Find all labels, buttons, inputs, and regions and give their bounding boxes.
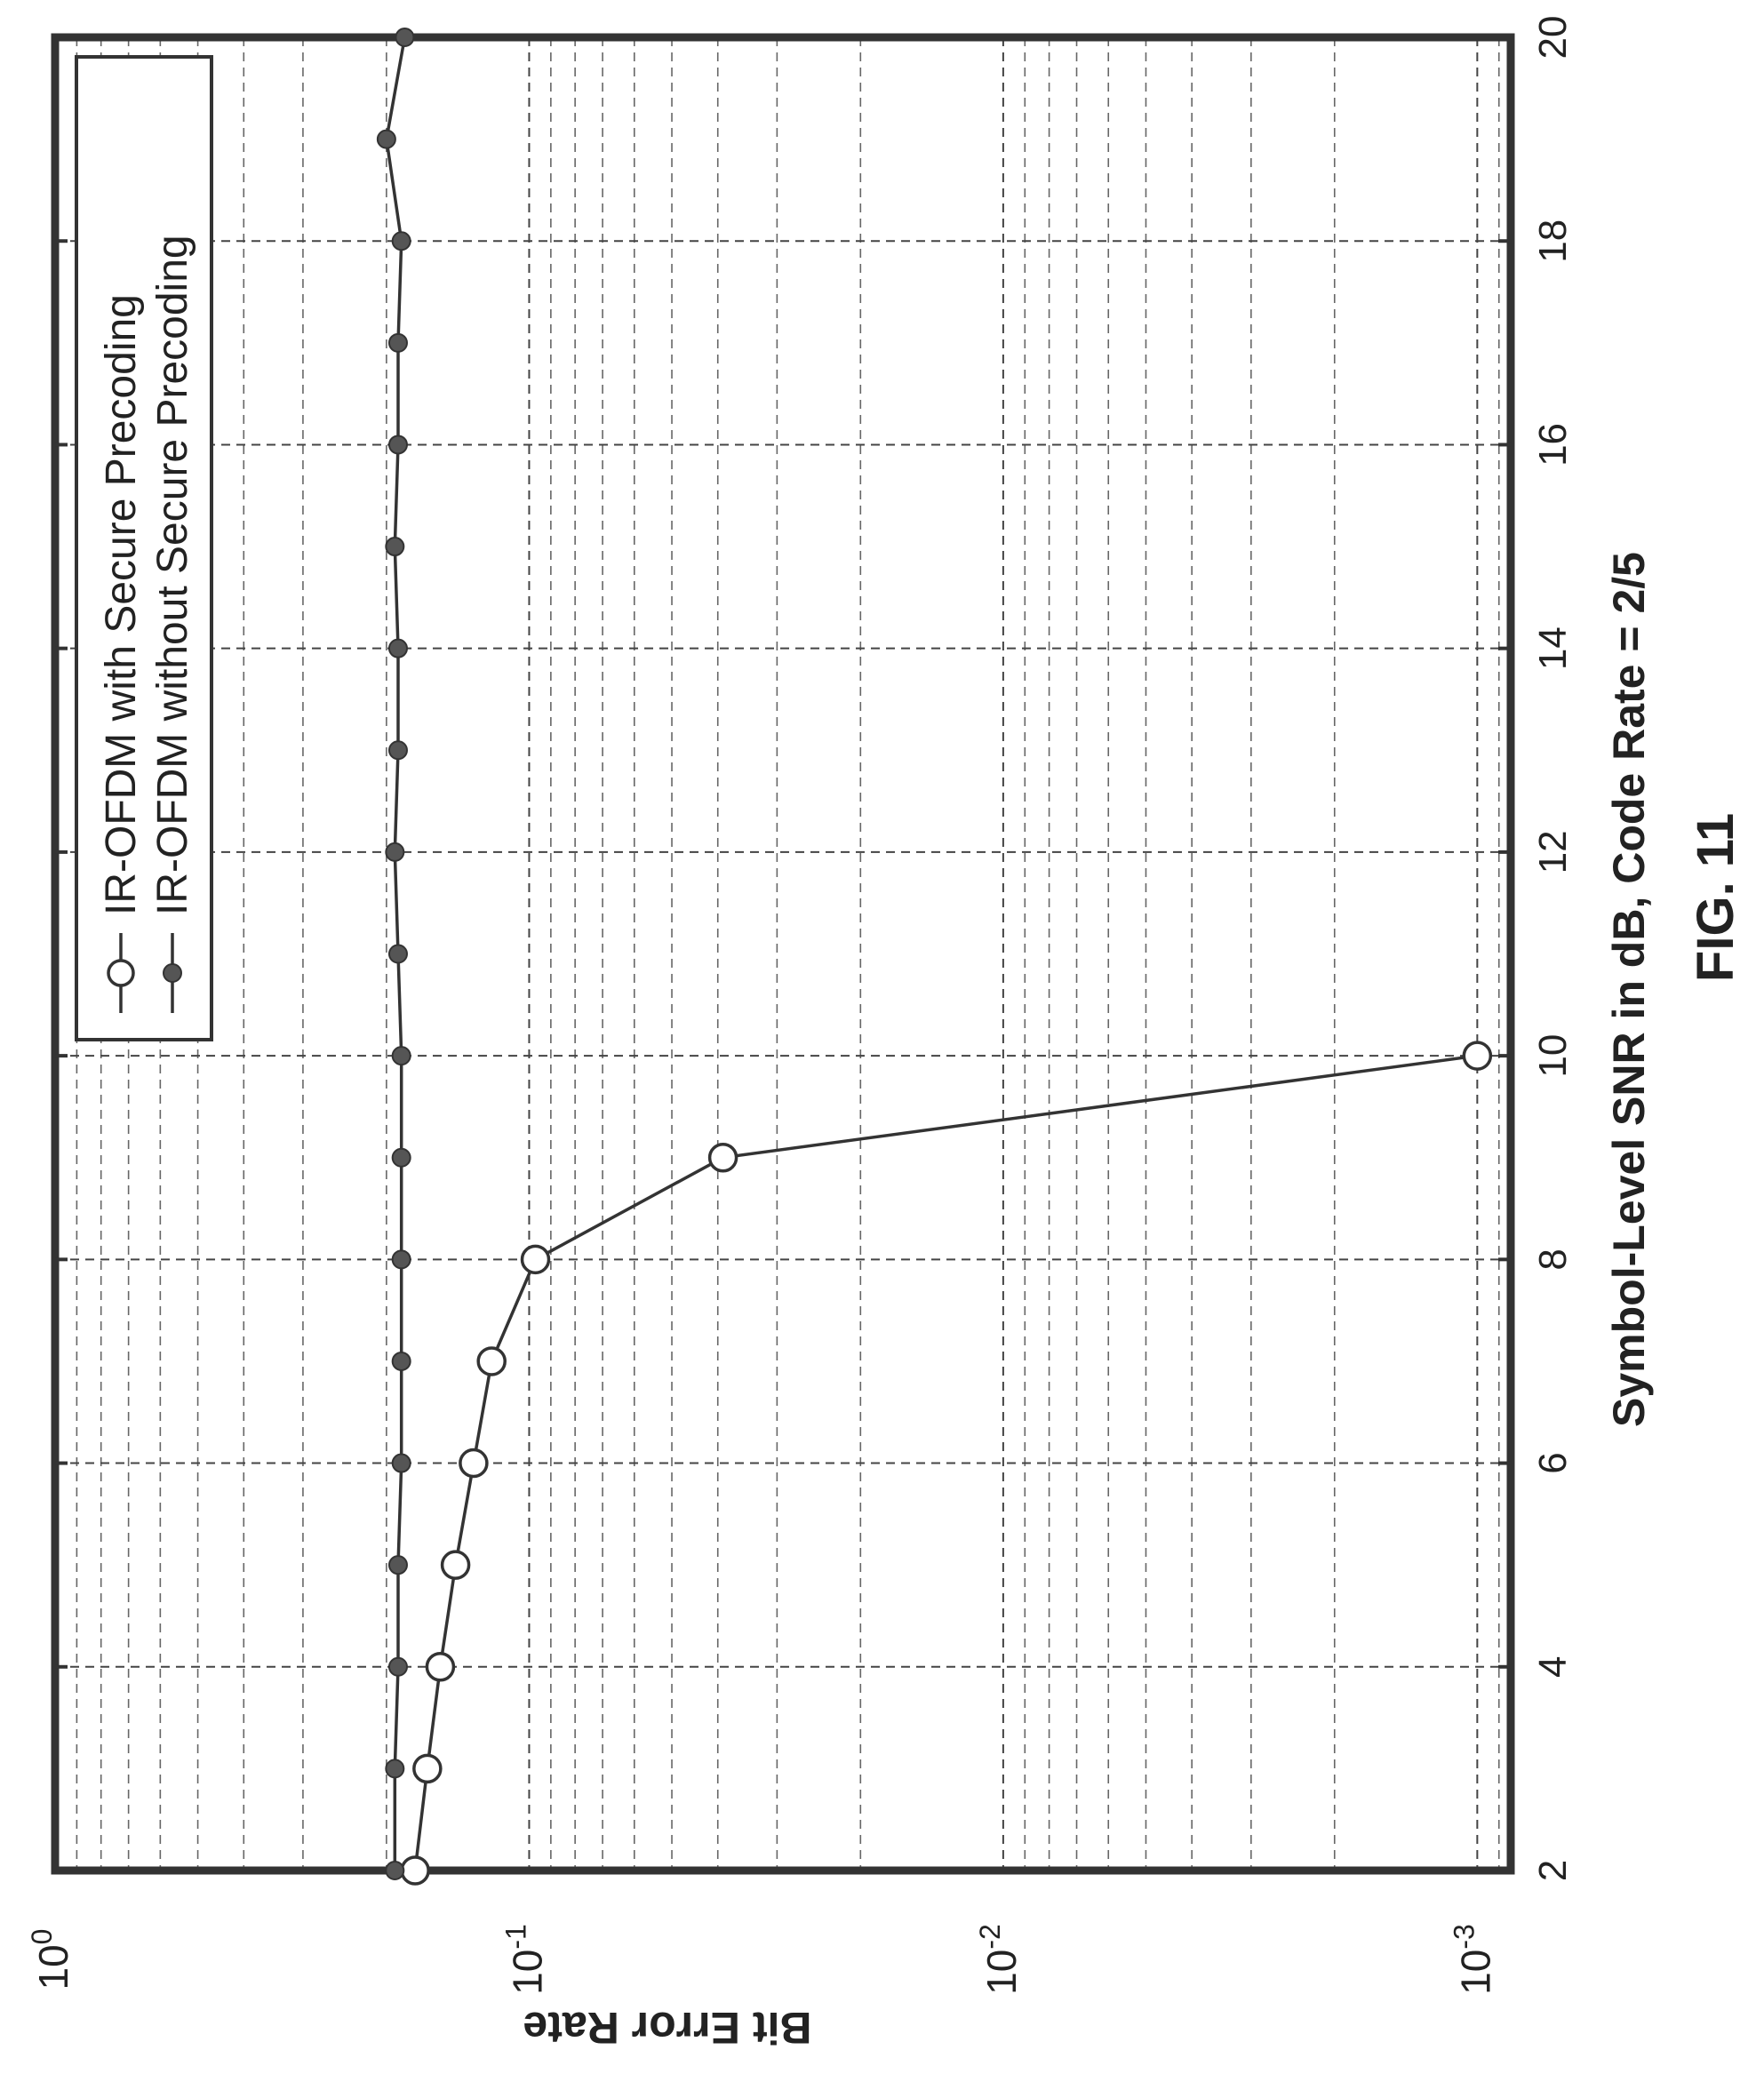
legend-entry-group: IR-OFDM without Secure Precoding bbox=[149, 235, 196, 915]
open-circle-marker bbox=[476, 1346, 507, 1376]
x-tick-label-group: 18 bbox=[1531, 219, 1575, 263]
open-circle-marker bbox=[459, 1448, 489, 1479]
x-tick-label: 8 bbox=[1531, 1248, 1575, 1270]
y-tick-label-group: 10-1 bbox=[499, 1924, 550, 1995]
filled-circle-marker bbox=[385, 1861, 405, 1880]
y-tick-label: 10-3 bbox=[1448, 1924, 1498, 1995]
x-tick-label: 4 bbox=[1531, 1656, 1575, 1678]
legend-filled-circle-marker bbox=[163, 963, 182, 983]
legend-entry-label: IR-OFDM without Secure Precoding bbox=[149, 235, 196, 915]
x-tick-label-group: 4 bbox=[1531, 1656, 1575, 1678]
filled-circle-marker bbox=[387, 638, 408, 658]
y-tick-exponent: -3 bbox=[1448, 1924, 1480, 1949]
y-tick-label-group: 10-2 bbox=[974, 1924, 1025, 1995]
x-tick-label: 2 bbox=[1531, 1860, 1575, 1881]
filled-circle-marker bbox=[387, 944, 408, 964]
open-circle-marker bbox=[425, 1652, 456, 1682]
filled-circle-marker bbox=[376, 129, 396, 149]
filled-circle-marker bbox=[391, 1147, 411, 1168]
filled-circle-marker bbox=[391, 1046, 411, 1066]
filled-circle-marker bbox=[387, 435, 408, 455]
y-tick-label: 10-2 bbox=[974, 1924, 1025, 1995]
open-circle-marker bbox=[412, 1753, 443, 1784]
open-circle-marker bbox=[1462, 1041, 1493, 1071]
x-tick-label: 20 bbox=[1531, 16, 1575, 60]
filled-circle-marker bbox=[395, 28, 415, 47]
filled-circle-marker bbox=[387, 1555, 408, 1575]
x-tick-label-group: 12 bbox=[1531, 830, 1575, 873]
legend-entry-group: IR-OFDM with Secure Precoding bbox=[98, 294, 145, 915]
y-axis-label-group: Bit Error Rate bbox=[523, 2003, 811, 2053]
x-tick-label: 12 bbox=[1531, 830, 1575, 873]
y-tick-exponent: -2 bbox=[974, 1924, 1006, 1949]
filled-circle-marker bbox=[387, 332, 408, 353]
plot-frame bbox=[51, 33, 1515, 1875]
x-tick-label-group: 6 bbox=[1531, 1452, 1575, 1473]
legend-box bbox=[75, 55, 213, 1041]
open-circle-marker bbox=[400, 1855, 430, 1886]
x-tick-label: 16 bbox=[1531, 423, 1575, 467]
x-tick-label: 14 bbox=[1531, 626, 1575, 670]
x-tick-label-group: 10 bbox=[1531, 1034, 1575, 1078]
x-axis-label: Symbol-Level SNR in dB, Code Rate = 2/5 bbox=[1604, 552, 1654, 1427]
x-axis-label-group: Symbol-Level SNR in dB, Code Rate = 2/5 bbox=[1604, 552, 1654, 1427]
filled-circle-marker bbox=[385, 842, 405, 862]
filled-circle-marker bbox=[385, 537, 405, 557]
filled-circle-marker bbox=[387, 1656, 408, 1677]
filled-circle-marker bbox=[385, 1759, 405, 1779]
filled-circle-marker bbox=[391, 1351, 411, 1371]
filled-circle-marker bbox=[391, 1453, 411, 1473]
open-circle-marker bbox=[520, 1244, 551, 1275]
x-tick-label-group: 16 bbox=[1531, 423, 1575, 467]
x-tick-label-group: 20 bbox=[1531, 16, 1575, 60]
filled-circle-marker bbox=[391, 1249, 411, 1270]
y-tick-exponent: 0 bbox=[26, 1929, 58, 1945]
x-tick-label-group: 14 bbox=[1531, 626, 1575, 670]
open-circle-marker bbox=[707, 1142, 738, 1173]
figure-label-group: FIG. 11 bbox=[1687, 813, 1744, 982]
y-tick-label-group: 100 bbox=[26, 1929, 76, 1990]
x-tick-label: 6 bbox=[1531, 1452, 1575, 1473]
x-tick-label-group: 2 bbox=[1531, 1860, 1575, 1881]
y-tick-label: 10-1 bbox=[499, 1924, 550, 1995]
y-axis-label: Bit Error Rate bbox=[523, 2003, 811, 2053]
figure-label: FIG. 11 bbox=[1687, 813, 1744, 982]
open-circle-marker bbox=[440, 1550, 471, 1580]
y-tick-label: 100 bbox=[26, 1929, 76, 1990]
legend-entry-label: IR-OFDM with Secure Precoding bbox=[98, 294, 145, 915]
x-tick-label-group: 8 bbox=[1531, 1248, 1575, 1270]
filled-circle-marker bbox=[391, 231, 411, 251]
x-tick-label: 18 bbox=[1531, 219, 1575, 263]
filled-circle-marker bbox=[387, 740, 408, 761]
x-tick-label: 10 bbox=[1531, 1034, 1575, 1078]
y-tick-label-group: 10-3 bbox=[1448, 1924, 1498, 1995]
plot-area bbox=[55, 37, 1511, 1871]
legend-open-circle-marker bbox=[107, 959, 135, 987]
y-tick-exponent: -1 bbox=[499, 1924, 531, 1949]
